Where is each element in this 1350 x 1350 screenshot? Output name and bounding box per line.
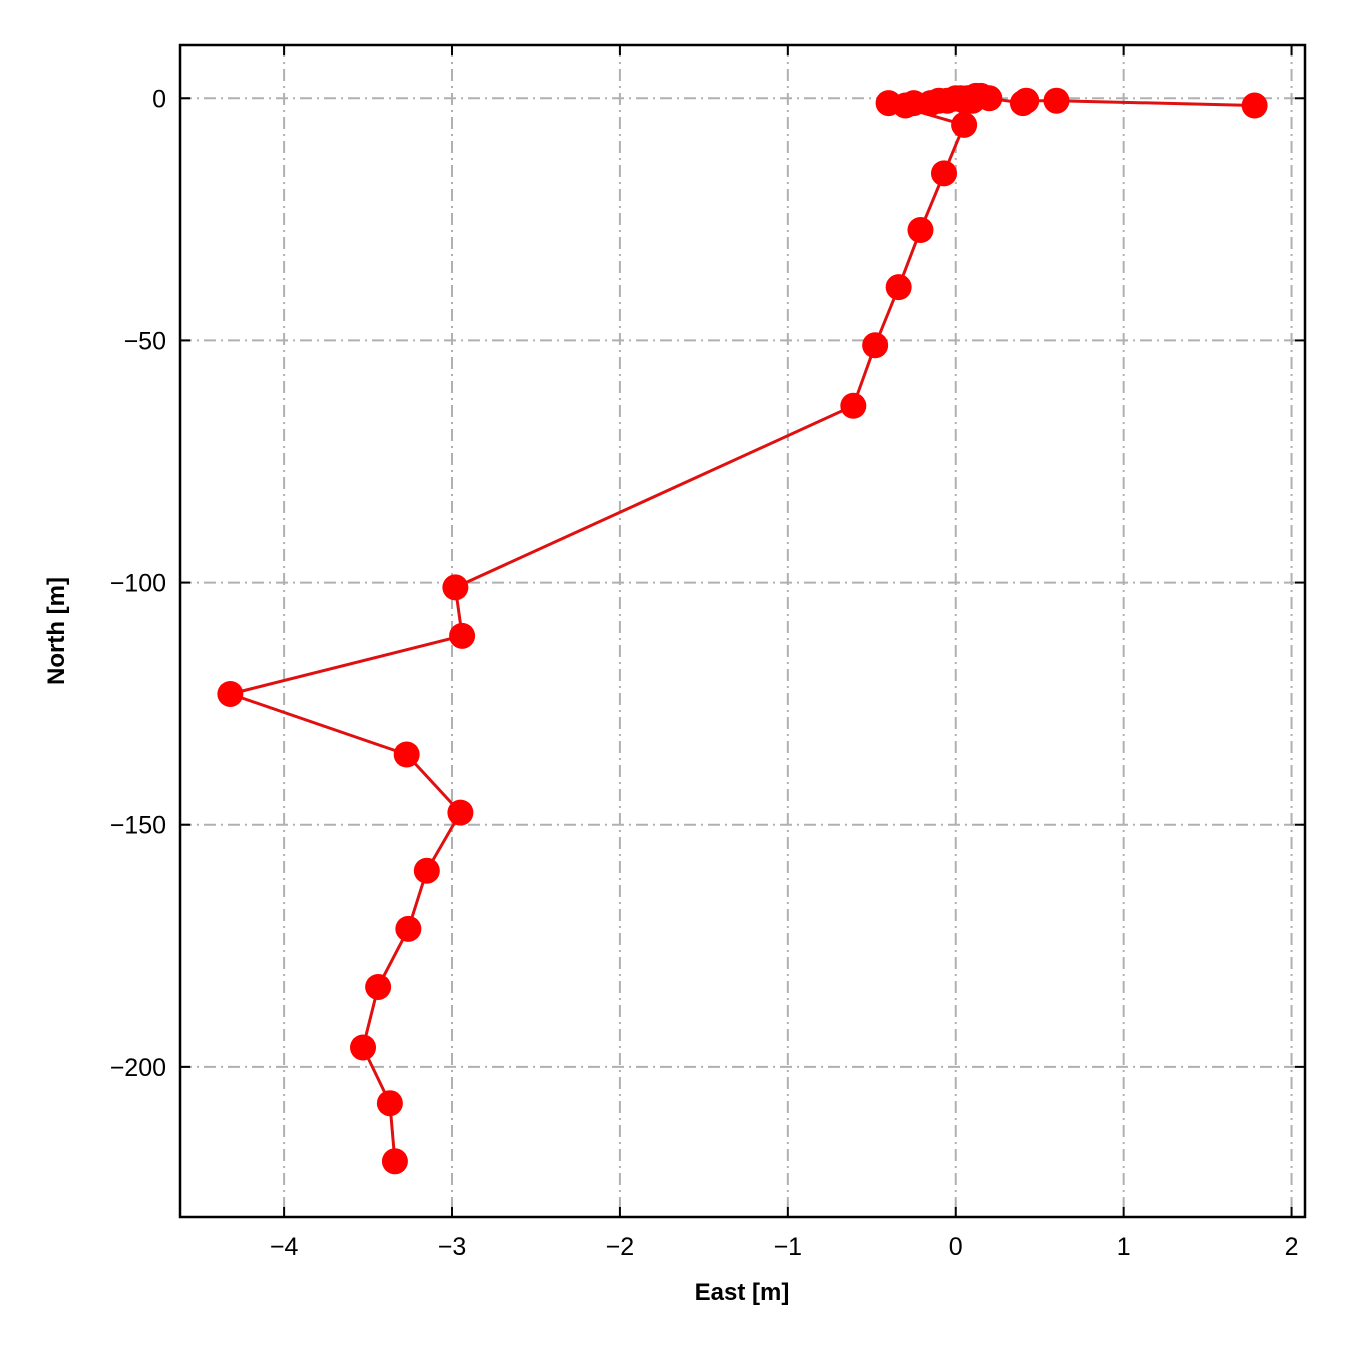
series-line-layer (228, 94, 1255, 1162)
y-tick-label: −150 (110, 812, 166, 840)
x-tick-label: 0 (949, 1233, 963, 1261)
y-axis-label: North [m] (43, 577, 70, 685)
data-point (875, 90, 902, 117)
x-axis-label: East [m] (695, 1279, 790, 1306)
x-tick-label: 1 (1117, 1233, 1131, 1261)
y-tick-label: −100 (110, 570, 166, 598)
data-point (217, 680, 244, 707)
y-tick-label: −50 (124, 327, 166, 355)
data-point (381, 1148, 408, 1175)
series-markers (217, 82, 1268, 1175)
y-tick-label: −200 (110, 1054, 166, 1082)
data-point (393, 741, 420, 768)
x-tick-label: −2 (606, 1233, 635, 1261)
data-point (1009, 90, 1036, 117)
series-line (228, 94, 1255, 1162)
data-point (350, 1034, 377, 1061)
data-point (395, 915, 422, 942)
x-tick-label: −3 (438, 1233, 467, 1261)
data-point (885, 274, 912, 301)
grid-lines (180, 45, 1305, 1217)
data-point (442, 574, 469, 601)
data-point (1241, 92, 1268, 119)
data-point (376, 1090, 403, 1117)
data-point (449, 622, 476, 649)
data-point (447, 799, 474, 826)
data-point (951, 111, 978, 138)
x-tick-label: 2 (1285, 1233, 1299, 1261)
data-point (1043, 87, 1070, 114)
y-tick-label: 0 (152, 85, 166, 113)
data-point (862, 332, 889, 359)
data-point (413, 857, 440, 884)
x-tick-label: −1 (774, 1233, 803, 1261)
x-tick-label: −4 (270, 1233, 299, 1261)
data-point (840, 392, 867, 419)
data-point (907, 217, 934, 244)
data-point (365, 973, 392, 1000)
data-point (930, 160, 957, 187)
plot-frame (178, 43, 1307, 1219)
x-axis-ticks: −4 −3 −2 −1 0 1 2 (270, 45, 1299, 1261)
y-axis-ticks: 0 −50 −100 −150 −200 (110, 85, 1305, 1082)
